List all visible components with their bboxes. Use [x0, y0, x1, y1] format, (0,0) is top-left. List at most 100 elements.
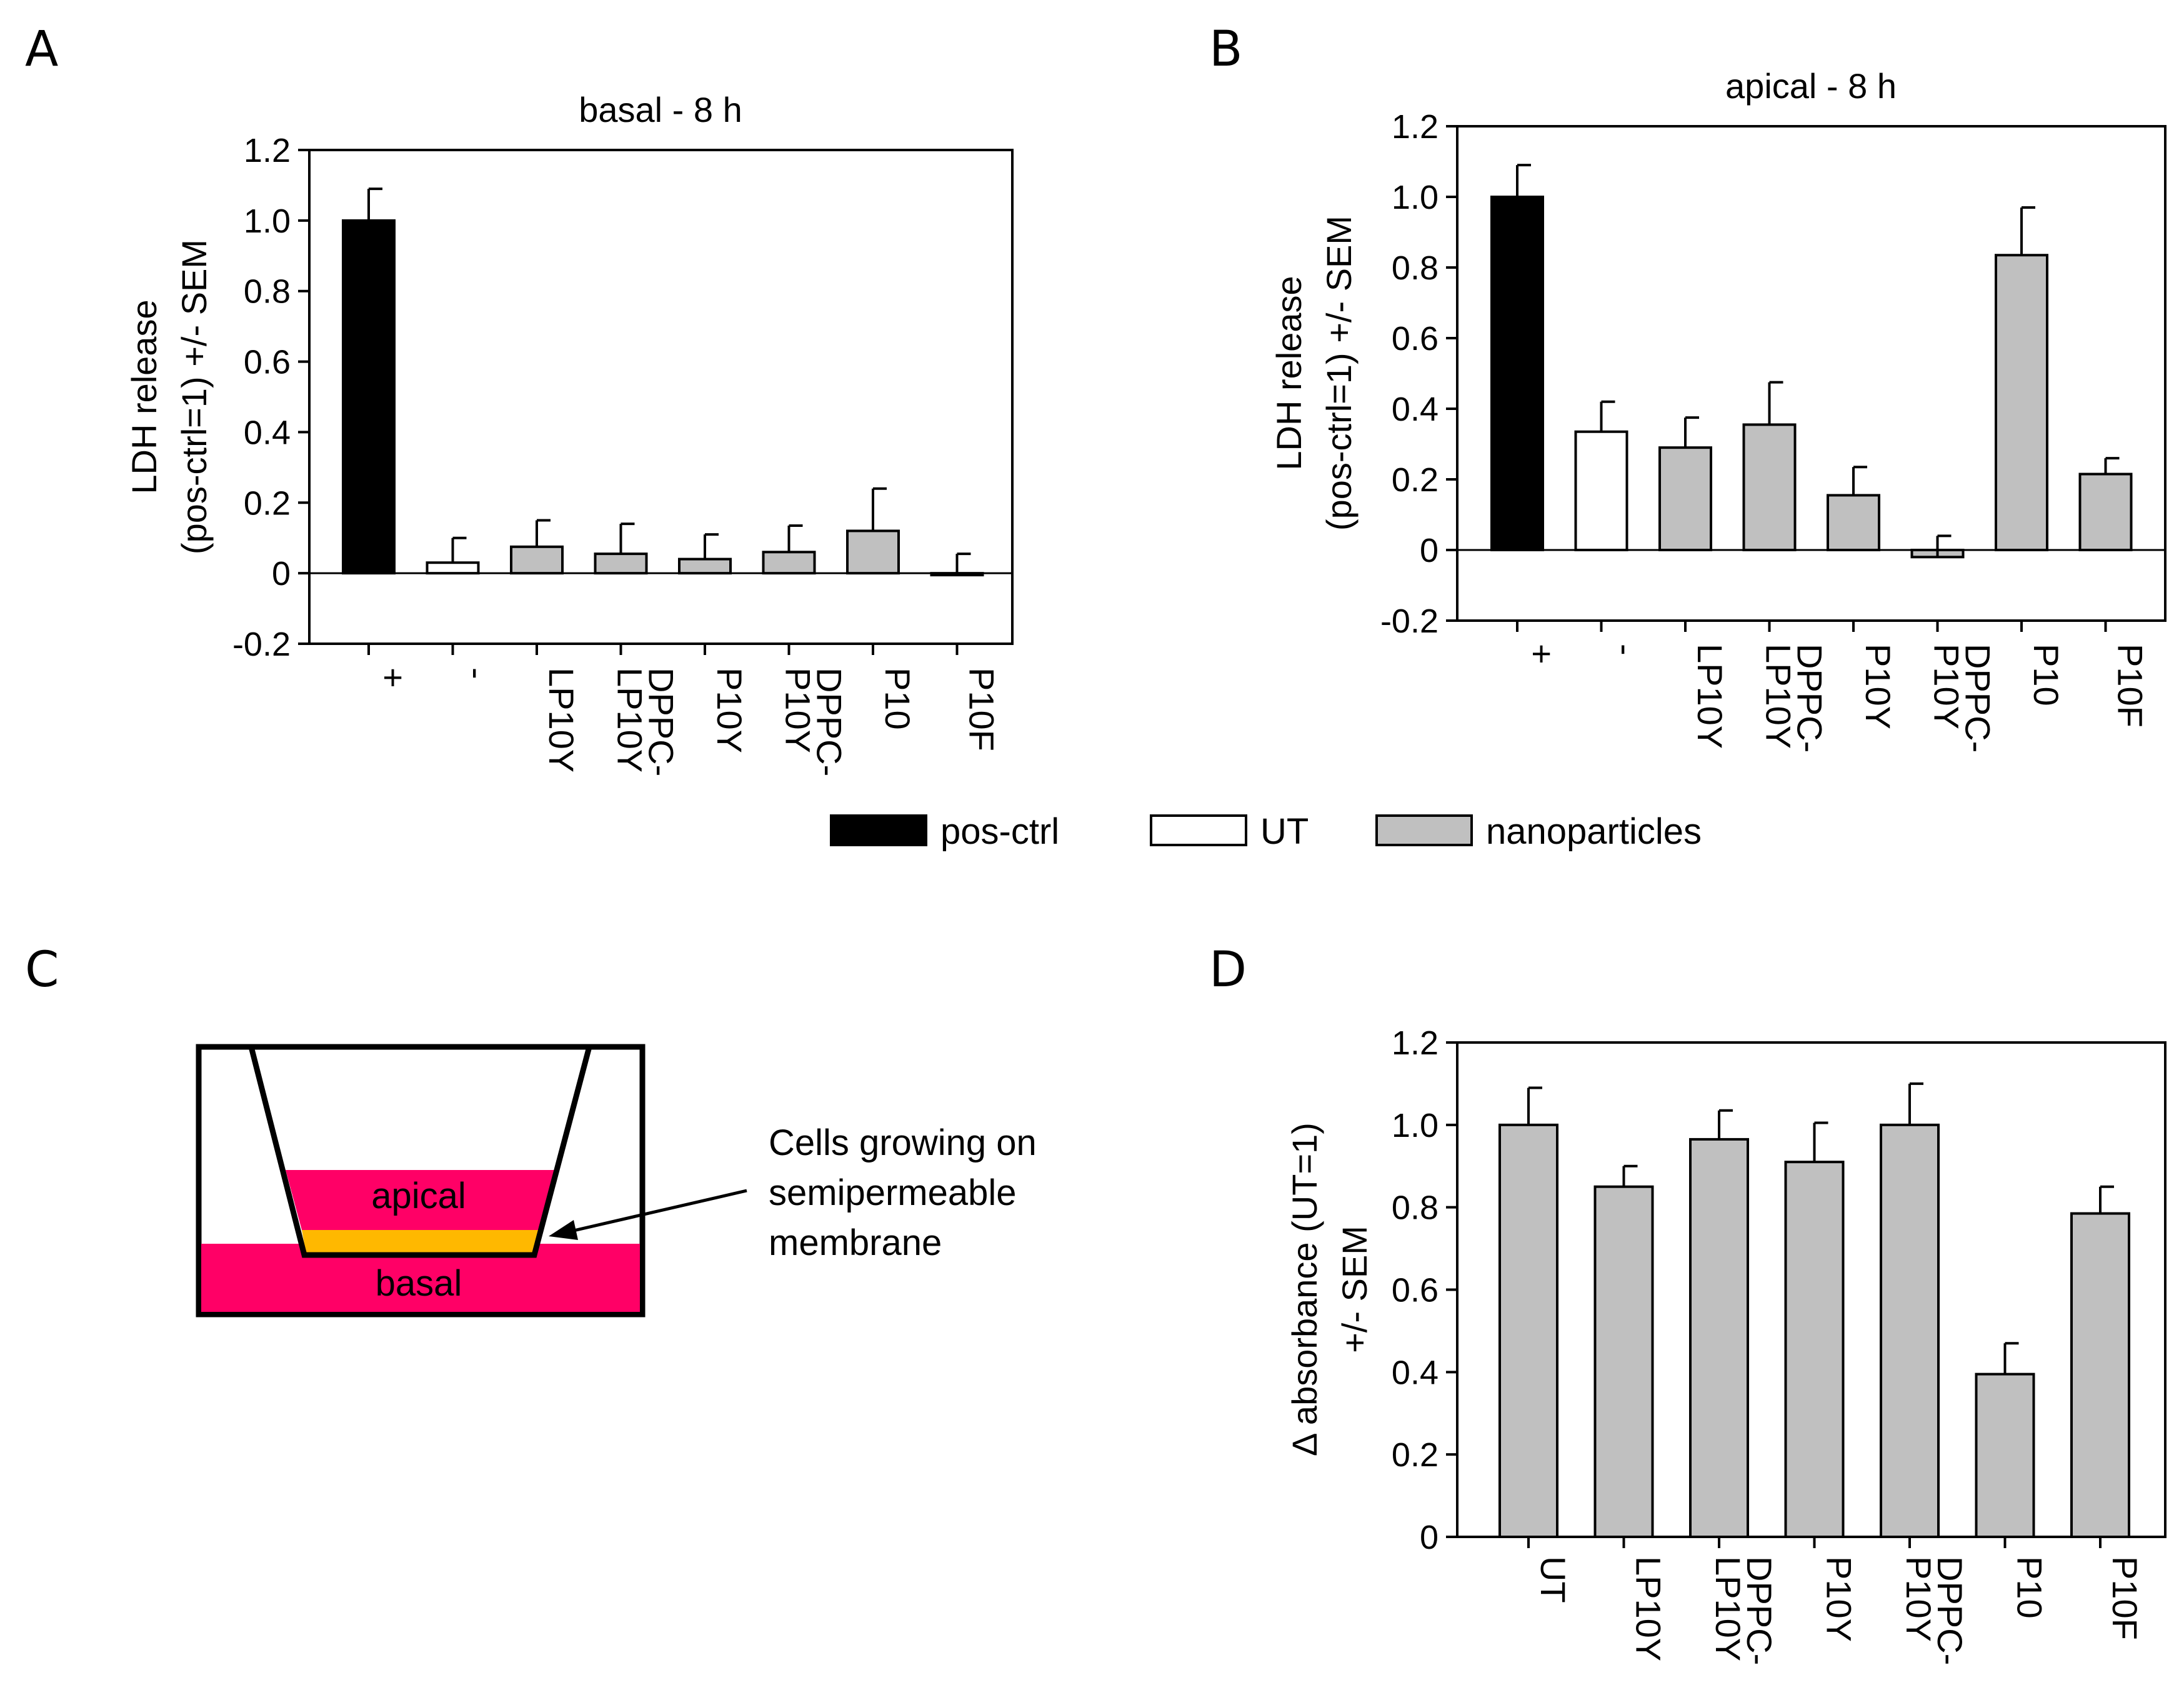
legend-swatch-nanoparticles: [1375, 814, 1473, 846]
chart-d-bar-2: [1593, 1185, 1654, 1539]
chart-b-ytick-label-2: 0.2: [1392, 461, 1439, 499]
chart-d-ylabel-line-2: +/- SEM: [1335, 1226, 1374, 1353]
chart-a-category-label-4-part-2: DPPC-: [642, 668, 681, 776]
chart-d-ytick-label-0: 0: [1420, 1519, 1439, 1556]
chart-b-ylabel-line-2: (pos-ctrl=1) +/- SEM: [1319, 216, 1359, 531]
chart-a-ylabel-line-2: (pos-ctrl=1) +/- SEM: [174, 239, 214, 554]
chart-d-category-label-5-part-2: DPPC-: [1930, 1556, 1970, 1665]
chart-a-ytick-label-7: 1.2: [244, 132, 291, 169]
legend: pos-ctrl UT nanoparticles: [830, 811, 1702, 852]
chart-d-category-label-1: UT: [1533, 1556, 1573, 1603]
chart-a-bar-7: [846, 529, 900, 575]
chart-d-bar-6: [1975, 1372, 2035, 1538]
chart-d-category-label-2: LP10Y: [1629, 1556, 1668, 1661]
chart-a-bar-5: [678, 558, 732, 575]
chart-b-title: apical - 8 h: [1725, 66, 1897, 106]
chart-a-ytick-label-3: 0.4: [244, 414, 291, 451]
chart-a-ylabel-line-1: LDH release: [124, 299, 164, 494]
panel-letter-a: A: [25, 21, 58, 78]
chart-a-category-label-8: P10F: [962, 668, 1002, 751]
chart-b-bar-3: [1658, 446, 1712, 552]
chart-a-bar-6: [762, 551, 816, 575]
chart-a-ytick-label-1: 0: [272, 555, 291, 592]
chart-a-category-label-5: P10Y: [710, 668, 749, 753]
chart-b-ylabel-line-1: LDH release: [1269, 276, 1309, 470]
chart-b-bar-5: [1827, 494, 1880, 551]
chart-b-ytick-label-3: 0.4: [1392, 391, 1439, 428]
chart-a-ytick-label-0: -0.2: [232, 626, 291, 663]
chart-b-ytick-label-1: 0: [1420, 532, 1439, 569]
legend-label-ut: UT: [1260, 811, 1309, 852]
chart-d: Δ absorbance (UT=1) +/- SEM 0 0.2 0.4 0.6 0.8 1…: [1285, 1024, 2167, 1665]
chart-a-category-label-2: -: [458, 668, 497, 679]
chart-a-category-label-6-part-1: P10Y: [779, 668, 818, 753]
chart-a-ytick-label-5: 0.8: [244, 273, 291, 311]
chart-d-ytick-label-2: 0.4: [1392, 1354, 1439, 1391]
chart-d-ytick-label-3: 0.6: [1392, 1272, 1439, 1309]
chart-b-category-label-6-part-2: DPPC-: [1958, 644, 1998, 752]
chart-b-bar-8: [2078, 472, 2133, 552]
chart-d-ytick-label-1: 0.2: [1392, 1436, 1439, 1474]
chart-b-bar-7: [1995, 254, 2048, 551]
legend-swatch-pos-ctrl: [830, 814, 927, 846]
chart-d-ytick-label-4: 0.8: [1392, 1189, 1439, 1227]
chart-b-category-label-3: LP10Y: [1690, 644, 1730, 749]
chart-a-bar-1: [342, 219, 396, 575]
legend-swatch-ut: [1150, 814, 1247, 846]
chart-d-bar-7: [2070, 1212, 2130, 1539]
chart-a-ytick-label-2: 0.2: [244, 484, 291, 522]
chart-b-ytick-label-4: 0.6: [1392, 320, 1439, 358]
chart-d-category-label-3-part-1: LP10Y: [1708, 1556, 1748, 1661]
chart-b-ytick-label-5: 0.8: [1392, 249, 1439, 287]
chart-d-ytick-label-6: 1.2: [1392, 1024, 1439, 1062]
chart-b-category-label-1: +: [1522, 644, 1562, 664]
chart-d-category-label-3-part-2: DPPC-: [1740, 1556, 1779, 1665]
chart-b-frame: [1456, 125, 2167, 622]
chart-a-category-label-4-part-1: LP10Y: [611, 668, 650, 772]
panel-letter-b: B: [1209, 21, 1243, 78]
chart-a: basal - 8 h LDH release (pos-ctrl=1) +/- S…: [124, 90, 1014, 776]
chart-b-category-label-2: -: [1607, 644, 1646, 656]
chart-d-bar-3: [1689, 1138, 1749, 1538]
chart-b-bar-1: [1490, 196, 1544, 551]
cell-layer: [302, 1230, 539, 1255]
chart-d-bar-4: [1784, 1161, 1845, 1538]
annotation-line-3: membrane: [769, 1222, 942, 1263]
chart-b-ytick-label-6: 1.0: [1392, 179, 1439, 216]
chart-a-category-label-7: P10: [878, 668, 917, 730]
chart-b-category-label-7: P10: [2027, 644, 2066, 706]
chart-a-title: basal - 8 h: [579, 90, 742, 129]
chart-d-ytick-label-5: 1.0: [1392, 1107, 1439, 1144]
legend-label-pos-ctrl: pos-ctrl: [940, 811, 1059, 852]
chart-b-ytick-label-0: -0.2: [1380, 602, 1439, 640]
chart-b-category-label-5: P10Y: [1858, 644, 1898, 729]
chart-a-bar-2: [426, 561, 480, 575]
chart-a-category-label-6-part-2: DPPC-: [810, 668, 849, 776]
chart-b-category-label-4-part-2: DPPC-: [1790, 644, 1830, 752]
chart-d-category-label-6: P10: [2010, 1556, 2050, 1619]
basal-label: basal: [376, 1263, 462, 1304]
chart-b-category-label-4-part-1: LP10Y: [1759, 644, 1798, 749]
apical-medium: [286, 1170, 558, 1230]
chart-d-category-label-4: P10Y: [1820, 1556, 1859, 1642]
chart-b-ytick-label-7: 1.2: [1392, 108, 1439, 146]
chart-a-bar-4: [594, 552, 648, 575]
chart-a-bar-3: [510, 545, 564, 575]
chart-b-category-label-6-part-1: P10Y: [1927, 644, 1967, 729]
insert-outline: [248, 1046, 592, 1258]
chart-b-bar-4: [1742, 423, 1797, 551]
panel-letter-d: D: [1209, 942, 1247, 998]
chart-d-bar-5: [1880, 1123, 1940, 1539]
annotation-line-2: semipermeable: [769, 1172, 1017, 1213]
chart-d-ylabel-line-1: Δ absorbance (UT=1): [1285, 1122, 1324, 1456]
annotation-arrow-head: [549, 1220, 578, 1240]
annotation-line-1: Cells growing on: [769, 1122, 1037, 1163]
chart-b-bar-2: [1574, 430, 1628, 551]
chart-d-frame: [1456, 1041, 2167, 1538]
annotation-arrow-line: [565, 1189, 747, 1234]
apical-label: apical: [371, 1176, 466, 1216]
chart-a-ytick-label-6: 1.0: [244, 202, 291, 240]
panel-letter-c: C: [25, 942, 59, 998]
transwell-diagram: apical basal Cells growing on semipermea…: [196, 1044, 1037, 1318]
chart-a-ytick-label-4: 0.6: [244, 344, 291, 381]
